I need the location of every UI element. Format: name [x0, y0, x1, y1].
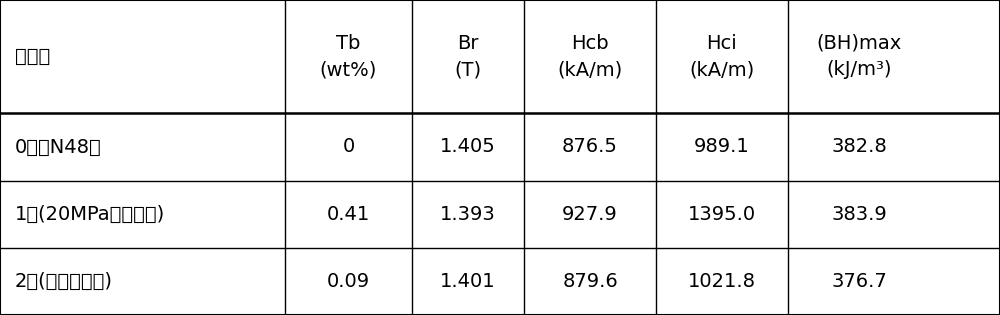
Text: 382.8: 382.8 [831, 138, 887, 157]
Text: 2＃(未加压扩渗): 2＃(未加压扩渗) [15, 272, 113, 291]
Text: 1.401: 1.401 [440, 272, 496, 291]
Text: 0＃（N48）: 0＃（N48） [15, 138, 102, 157]
Text: 989.1: 989.1 [694, 138, 750, 157]
Text: Hci
(kA/m): Hci (kA/m) [689, 34, 755, 79]
Text: 1395.0: 1395.0 [688, 205, 756, 224]
Text: 1＃(20MPa加压扩渗): 1＃(20MPa加压扩渗) [15, 205, 165, 224]
Text: 1.393: 1.393 [440, 205, 496, 224]
Text: 1021.8: 1021.8 [688, 272, 756, 291]
Text: 0: 0 [342, 138, 355, 157]
Text: 0.41: 0.41 [327, 205, 370, 224]
Text: Tb
(wt%): Tb (wt%) [320, 34, 377, 79]
Text: 样品号: 样品号 [15, 47, 50, 66]
Text: 879.6: 879.6 [562, 272, 618, 291]
Text: 383.9: 383.9 [831, 205, 887, 224]
Text: Hcb
(kA/m): Hcb (kA/m) [557, 34, 623, 79]
Text: 1.405: 1.405 [440, 138, 496, 157]
Text: 376.7: 376.7 [831, 272, 887, 291]
Text: (BH)max
(kJ/m³): (BH)max (kJ/m³) [816, 34, 902, 79]
Text: 927.9: 927.9 [562, 205, 618, 224]
Text: 876.5: 876.5 [562, 138, 618, 157]
Text: Br
(T): Br (T) [454, 34, 482, 79]
Text: 0.09: 0.09 [327, 272, 370, 291]
